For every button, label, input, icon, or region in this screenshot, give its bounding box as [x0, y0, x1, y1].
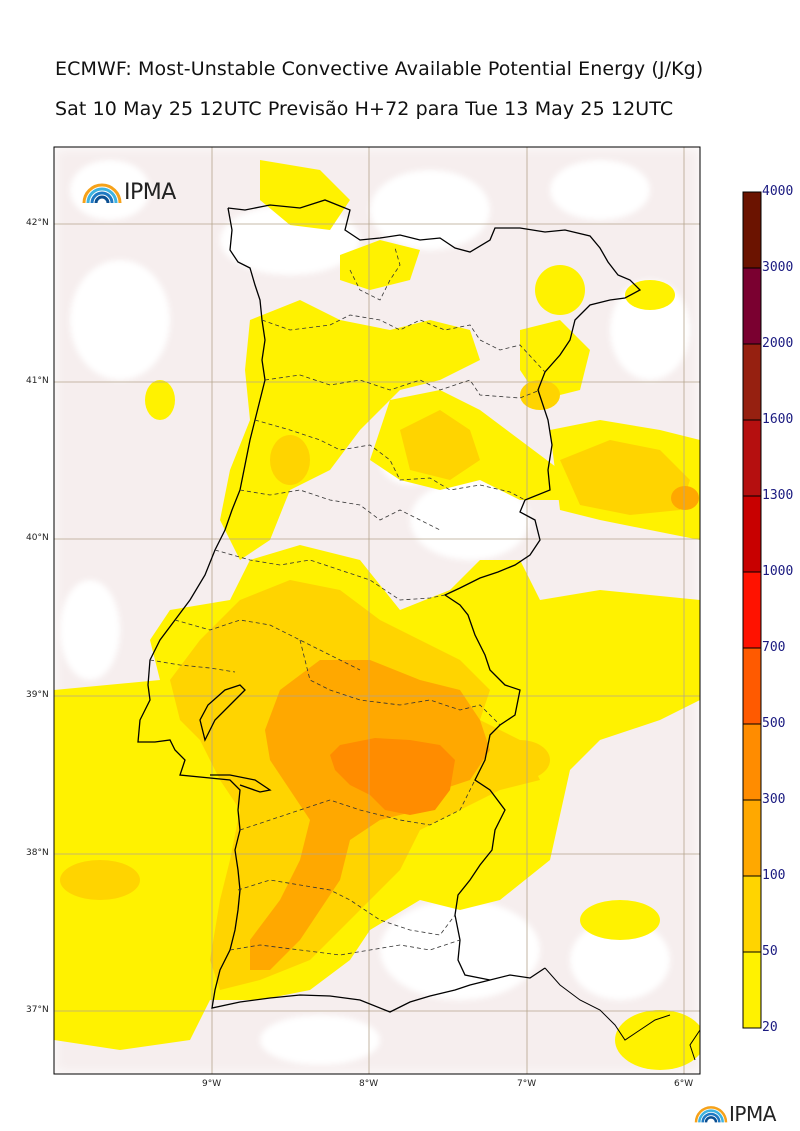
colorbar-band: [743, 192, 761, 269]
map-subtitle: Sat 10 May 25 12UTC Previsão H+72 para T…: [55, 98, 674, 120]
colorbar-label: 100: [762, 868, 786, 883]
colorbar-label: 50: [762, 944, 778, 959]
colorbar-band: [743, 876, 761, 953]
lat-label: 40°N: [26, 533, 49, 543]
colorbar-label: 20: [762, 1020, 778, 1035]
map-title: ECMWF: Most-Unstable Convective Availabl…: [55, 58, 704, 80]
colorbar-label: 1300: [762, 488, 794, 503]
rainbow-icon: [694, 1106, 728, 1123]
colorbar-band: [743, 420, 761, 497]
cape-field: [54, 147, 700, 1074]
lat-label: 38°N: [26, 848, 49, 858]
colorbar-band: [743, 496, 761, 573]
district-borders: [149, 247, 546, 956]
colorbar-label: 300: [762, 792, 786, 807]
colorbar: [742, 191, 762, 1029]
colorbar-label: 1600: [762, 412, 794, 427]
colorbar-band: [743, 648, 761, 725]
lon-label: 6°W: [674, 1079, 694, 1089]
colorbar-label: 500: [762, 716, 786, 731]
colorbar-label: 1000: [762, 564, 794, 579]
colorbar-band: [743, 724, 761, 801]
colorbar-label: 2000: [762, 336, 794, 351]
colorbar-band: [743, 800, 761, 877]
colorbar-label: 700: [762, 640, 786, 655]
logo-text: IPMA: [729, 1102, 776, 1126]
graticule: [54, 147, 700, 1074]
lon-label: 8°W: [359, 1079, 379, 1089]
ipma-logo: IPMA: [82, 180, 176, 205]
colorbar-band: [743, 572, 761, 649]
ipma-logo-footer: IPMA: [694, 1102, 776, 1126]
lat-label: 42°N: [26, 218, 49, 228]
lat-label: 39°N: [26, 690, 49, 700]
colorbar-label: 4000: [762, 184, 794, 199]
colorbar-band: [743, 952, 761, 1029]
colorbar-label: 3000: [762, 260, 794, 275]
lat-label: 41°N: [26, 376, 49, 386]
lon-label: 7°W: [517, 1079, 537, 1089]
map-frame: [53, 146, 701, 1075]
colorbar-band: [743, 268, 761, 345]
lon-label: 9°W: [202, 1079, 222, 1089]
portugal-boundary: [137, 199, 642, 1013]
rainbow-icon: [82, 183, 122, 203]
logo-text: IPMA: [124, 180, 176, 205]
colorbar-band: [743, 344, 761, 421]
lat-label: 37°N: [26, 1005, 49, 1015]
